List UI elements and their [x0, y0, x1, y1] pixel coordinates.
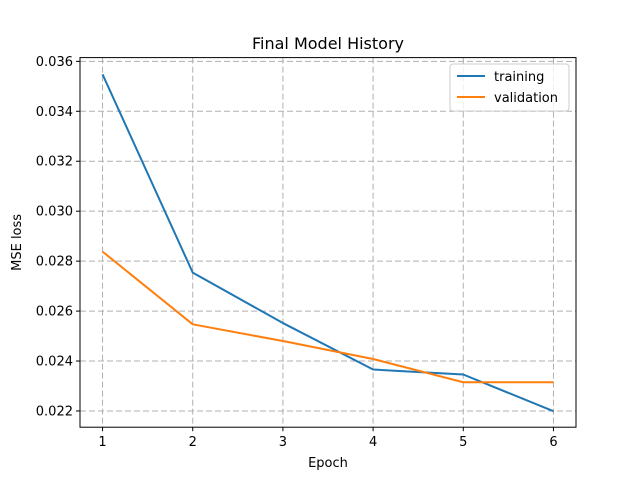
y-axis-label: MSE loss — [10, 214, 25, 271]
x-tick-label: 1 — [98, 435, 106, 450]
series-line-validation — [101, 250, 554, 384]
x-tick-label: 3 — [279, 435, 287, 450]
y-tick-label: 0.024 — [36, 355, 73, 370]
legend-label-validation: validation — [494, 91, 558, 106]
y-tick-label: 0.032 — [36, 155, 73, 170]
y-tick-label: 0.028 — [36, 255, 73, 270]
y-axis: 0.022 0.024 0.026 0.028 0.030 0.032 0.034 0.036 — [36, 55, 80, 419]
y-tick-label: 0.026 — [36, 305, 73, 320]
grid — [80, 57, 576, 428]
plot-frame — [79, 57, 577, 428]
series-lines — [101, 73, 554, 413]
x-tick-label: 4 — [369, 435, 377, 450]
y-tick-label: 0.030 — [36, 205, 73, 220]
legend: training validation — [449, 63, 570, 112]
y-tick-label: 0.036 — [36, 55, 73, 70]
y-tick-label: 0.022 — [36, 404, 73, 419]
x-tick-label: 6 — [549, 435, 557, 450]
x-tick-label: 2 — [189, 435, 197, 450]
x-axis-label: Epoch — [308, 456, 348, 471]
series-line-training — [101, 73, 554, 413]
legend-label-training: training — [494, 70, 544, 85]
chart-title: Final Model History — [252, 34, 404, 53]
x-tick-label: 5 — [459, 435, 467, 450]
x-axis: 1 2 3 4 5 6 — [98, 427, 558, 450]
y-tick-label: 0.034 — [36, 105, 73, 120]
